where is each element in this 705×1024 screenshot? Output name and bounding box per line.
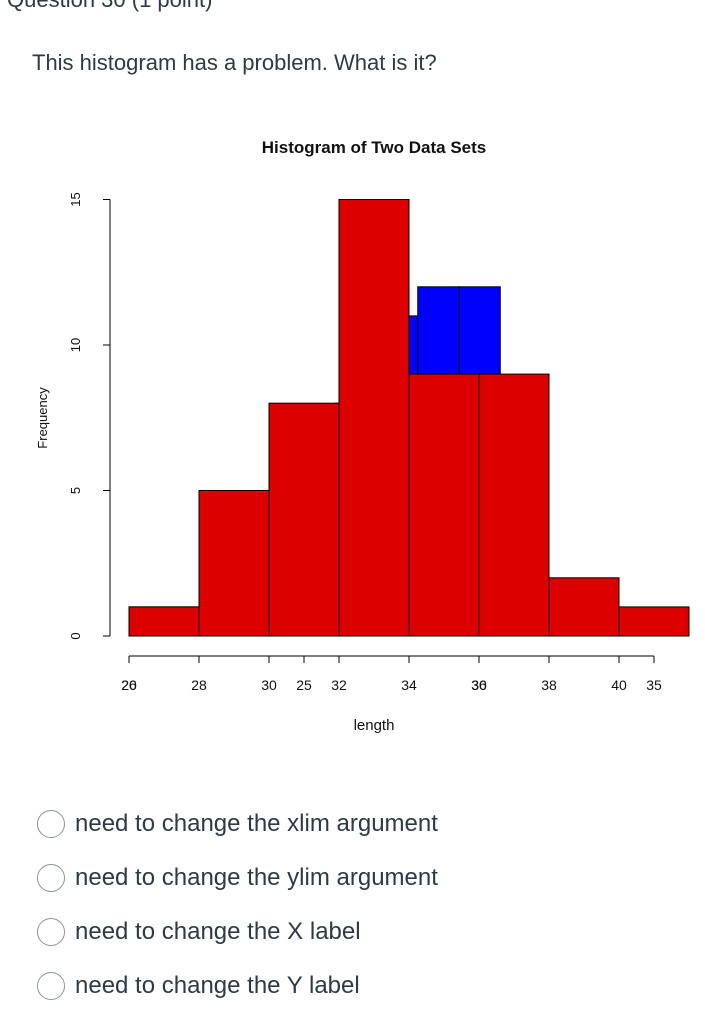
question-prompt: This histogram has a problem. What is it… [32,50,437,75]
histogram-bar-red [128,606,200,637]
x-tick-label: 20 [121,677,137,693]
x-tick-label: 34 [401,677,417,693]
histogram-chart: Histogram of Two Data Sets Frequency len… [35,138,690,734]
option-x-label[interactable]: need to change the X label [37,913,438,967]
option-y-label[interactable]: need to change the Y label [37,967,438,1021]
x-tick-label: 38 [541,677,557,693]
x-axis: 26 28 30 32 34 36 38 40 20 25 30 35 [121,655,662,693]
radio-button[interactable] [37,864,65,892]
y-tick-label: 5 [68,487,83,494]
histogram-bar-red [268,402,340,637]
chart-title: Histogram of Two Data Sets [262,138,487,157]
histogram-bar-red [198,490,270,637]
y-tick-label: 15 [68,192,83,206]
question-header: Question 30 (1 point) [7,0,212,13]
answer-options: need to change the xlim argument need to… [37,805,438,1021]
y-axis-label: Frequency [35,387,50,449]
histogram-bar-red [478,373,550,637]
option-ylim[interactable]: need to change the ylim argument [37,859,438,913]
option-label: need to change the xlim argument [75,810,438,837]
histogram-bar-red [408,373,480,637]
option-xlim[interactable]: need to change the xlim argument [37,805,438,859]
x-tick-label: 30 [261,677,277,693]
histogram-bar-red [548,577,620,637]
x-tick-label: 40 [611,677,627,693]
x-tick-label: 25 [296,677,312,693]
x-tick-label: 26 [121,677,137,693]
y-axis: 0 5 10 15 [68,192,111,640]
histogram-bar-red [338,199,410,637]
option-label: need to change the X label [75,918,361,945]
radio-button[interactable] [37,972,65,1000]
red-series [128,199,690,637]
option-label: need to change the ylim argument [75,864,438,891]
radio-button[interactable] [37,918,65,946]
y-tick-label: 0 [68,632,83,639]
y-tick-label: 10 [68,338,83,352]
option-label: need to change the Y label [75,972,360,999]
x-tick-label: 32 [331,677,347,693]
x-tick-label: 28 [191,677,207,693]
x-tick-label: 30 [471,677,487,693]
x-tick-label: 35 [646,677,662,693]
x-axis-label: length [354,717,395,734]
radio-button[interactable] [37,810,65,838]
histogram-bar-red [618,606,690,637]
x-tick-label: 36 [471,677,487,693]
